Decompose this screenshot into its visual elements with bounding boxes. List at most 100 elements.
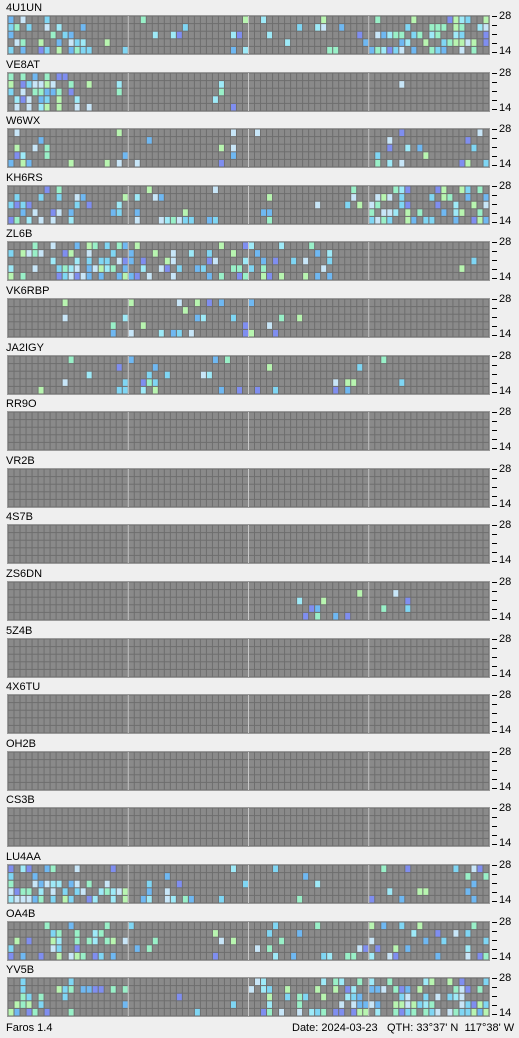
empty-cell [32, 582, 38, 590]
empty-cell [417, 669, 423, 677]
empty-cell [14, 209, 20, 216]
empty-cell [381, 435, 387, 442]
empty-cell [483, 73, 489, 81]
empty-cell [20, 307, 26, 314]
empty-cell [321, 329, 327, 337]
empty-cell [435, 540, 441, 548]
empty-cell [363, 272, 369, 280]
empty-cell [327, 662, 333, 669]
empty-cell [224, 322, 230, 329]
empty-cell [242, 103, 248, 111]
empty-cell [164, 194, 170, 201]
empty-cell [477, 314, 483, 322]
scale-tick [492, 43, 497, 44]
empty-cell [393, 435, 399, 442]
empty-cell [453, 152, 459, 159]
empty-cell [176, 442, 182, 450]
empty-cell [122, 605, 128, 612]
empty-cell [465, 442, 471, 450]
empty-cell [164, 201, 170, 209]
empty-cell [285, 540, 291, 548]
empty-cell [339, 371, 345, 379]
empty-cell [194, 194, 200, 201]
empty-cell [224, 420, 230, 427]
signal-cell [56, 272, 62, 280]
signal-cell [98, 272, 104, 280]
empty-cell [351, 103, 357, 111]
empty-cell [242, 469, 248, 477]
empty-cell [375, 548, 381, 555]
empty-cell [327, 329, 333, 337]
empty-cell [279, 371, 285, 379]
signal-cell [122, 46, 128, 54]
empty-cell [194, 582, 200, 590]
empty-cell [176, 654, 182, 662]
signal-cell [399, 201, 405, 209]
empty-cell [206, 201, 212, 209]
empty-cell [212, 314, 218, 322]
empty-cell [363, 379, 369, 386]
empty-cell [8, 647, 14, 654]
empty-cell [249, 272, 255, 280]
empty-cell [14, 582, 20, 590]
empty-cell [242, 24, 248, 31]
empty-cell [303, 386, 309, 394]
empty-cell [8, 39, 14, 46]
empty-cell [345, 548, 351, 555]
band-scale: 28 14 [492, 464, 519, 510]
empty-cell [405, 314, 411, 322]
empty-cell [291, 96, 297, 103]
empty-cell [176, 88, 182, 96]
empty-cell [471, 322, 477, 329]
empty-cell [339, 548, 345, 555]
empty-cell [200, 129, 206, 137]
empty-cell [393, 412, 399, 420]
empty-cell [423, 16, 429, 24]
empty-cell [387, 555, 393, 563]
empty-cell [8, 669, 14, 677]
empty-cell [339, 322, 345, 329]
empty-cell [279, 250, 285, 257]
empty-cell [303, 201, 309, 209]
empty-cell [267, 371, 273, 379]
empty-cell [357, 639, 363, 647]
signal-cell [32, 250, 38, 257]
empty-cell [441, 442, 447, 450]
empty-cell [146, 194, 152, 201]
empty-cell [291, 81, 297, 88]
scale-label-top: 28 [499, 180, 512, 192]
beacon-callsign: KH6RS [6, 172, 43, 184]
empty-cell [152, 590, 158, 597]
empty-cell [339, 159, 345, 167]
empty-cell [315, 31, 321, 39]
empty-cell [351, 386, 357, 394]
empty-cell [279, 39, 285, 46]
empty-cell [146, 597, 152, 605]
empty-cell [140, 186, 146, 194]
empty-cell [134, 81, 140, 88]
empty-cell [327, 540, 333, 548]
empty-cell [32, 647, 38, 654]
empty-cell [273, 265, 279, 272]
empty-cell [345, 329, 351, 337]
empty-cell [351, 477, 357, 484]
empty-cell [363, 669, 369, 677]
empty-cell [38, 272, 44, 280]
empty-cell [20, 329, 26, 337]
empty-cell [38, 73, 44, 81]
empty-cell [218, 16, 224, 24]
empty-cell [188, 129, 194, 137]
signal-cell [375, 152, 381, 159]
signal-cell [56, 209, 62, 216]
empty-cell [68, 73, 74, 81]
empty-cell [417, 81, 423, 88]
signal-cell [182, 24, 188, 31]
empty-cell [345, 469, 351, 477]
empty-cell [393, 654, 399, 662]
empty-cell [146, 129, 152, 137]
empty-cell [333, 16, 339, 24]
empty-cell [261, 379, 267, 386]
empty-cell [387, 16, 393, 24]
signal-cell [110, 250, 116, 257]
empty-cell [333, 88, 339, 96]
